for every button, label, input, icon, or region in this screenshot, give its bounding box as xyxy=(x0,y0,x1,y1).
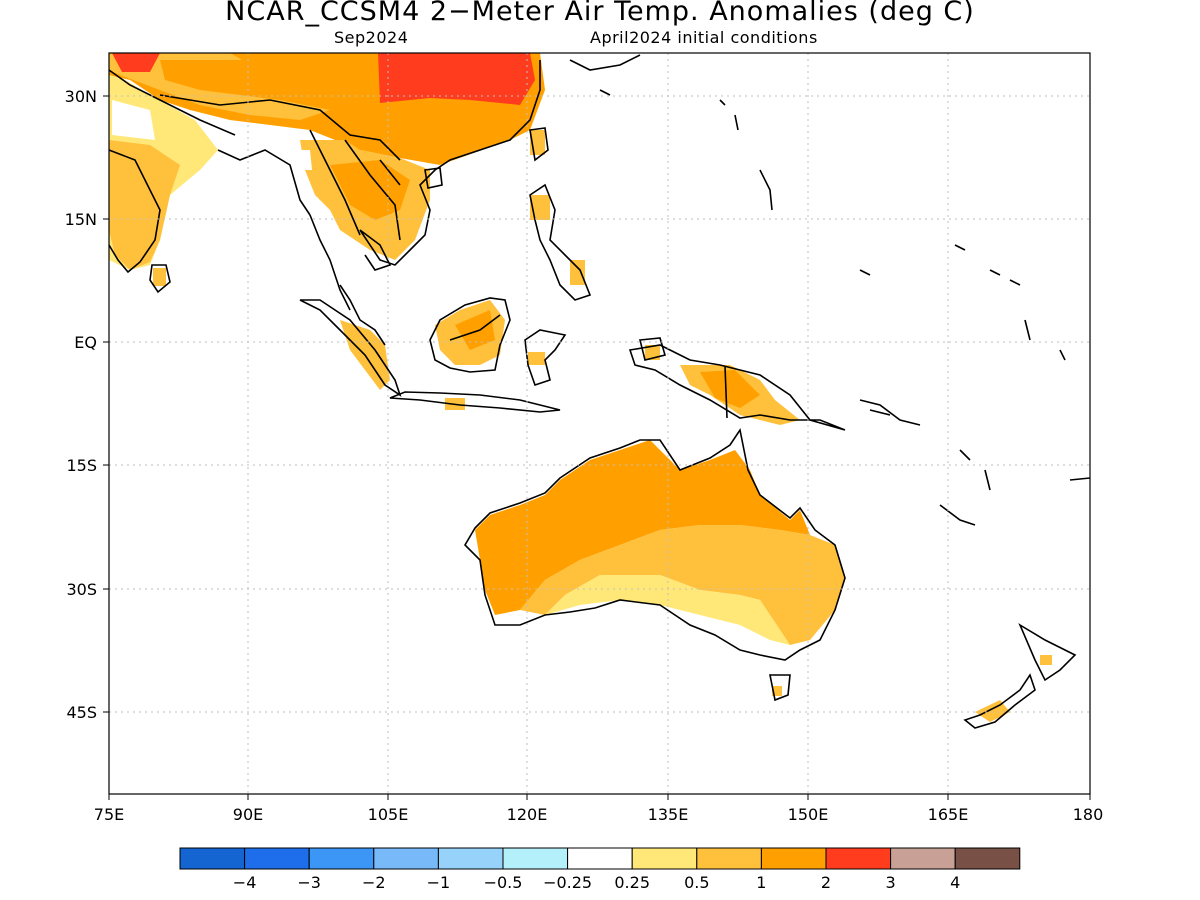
anomaly-shading xyxy=(109,53,1052,722)
india-anomaly-medium xyxy=(109,140,180,270)
borneo-anomaly-orange xyxy=(455,310,495,350)
thailand-gulf xyxy=(359,229,392,271)
lat-label: 30N xyxy=(65,87,97,106)
lon-label: 165E xyxy=(928,805,969,824)
malay-peninsula xyxy=(339,284,386,346)
initial-conditions-label: April2024 initial conditions xyxy=(590,28,818,47)
lat-label: 15N xyxy=(65,210,97,229)
lat-label: 15S xyxy=(66,456,97,475)
sumatra xyxy=(299,299,402,397)
lon-label: 75E xyxy=(94,805,124,824)
valid-month-label: Sep2024 xyxy=(334,28,409,47)
philippines xyxy=(529,183,592,301)
lat-label: 30S xyxy=(66,580,97,599)
colorbar-label: −2 xyxy=(362,873,386,892)
indochina-white-patch xyxy=(290,150,312,170)
colorbar-swatch xyxy=(373,847,439,870)
new-zealand-north-anomaly xyxy=(1040,655,1052,665)
australia-coastline xyxy=(463,427,846,661)
colorbar-label: −3 xyxy=(297,873,321,892)
longitude-labels: 75E 90E 105E 120E 135E 150E 165E 180 xyxy=(94,805,1104,824)
lon-label: 180 xyxy=(1073,805,1104,824)
australia-east-anomaly xyxy=(800,548,840,585)
halmahera xyxy=(638,337,667,361)
new-zealand-anomaly xyxy=(975,700,1010,722)
srilanka-coastline xyxy=(149,264,171,294)
new-zealand-south xyxy=(963,673,1036,729)
colorbar-swatch xyxy=(308,847,375,870)
lon-label: 90E xyxy=(233,805,263,824)
colorbar-label: 4 xyxy=(950,873,960,892)
lat-label: EQ xyxy=(74,333,97,352)
lon-label: 120E xyxy=(507,805,548,824)
lon-label: 105E xyxy=(368,805,409,824)
australia-anomaly-orange xyxy=(475,440,810,615)
philippines-anomaly xyxy=(530,195,550,220)
colorbar-swatch xyxy=(890,847,956,870)
colorbar-label: 0.5 xyxy=(684,873,709,892)
tibet-anomaly-orange xyxy=(160,60,380,110)
indochina-borders xyxy=(309,129,401,241)
colorbar-swatch xyxy=(760,847,827,870)
colorbar-swatch xyxy=(179,847,246,870)
colorbar-label: −0.25 xyxy=(543,873,592,892)
pacific-islets xyxy=(719,99,1066,361)
kazakh-anomaly-red xyxy=(112,53,160,72)
hainan xyxy=(424,167,443,189)
halmahera-anomaly xyxy=(645,345,660,360)
colorbar-swatch xyxy=(954,847,1021,870)
sulawesi-anomaly xyxy=(528,352,545,365)
india-coastline xyxy=(109,149,161,274)
solomon-islands xyxy=(859,399,921,426)
colorbar-swatch xyxy=(696,847,762,870)
colorbar-label: −1 xyxy=(427,873,451,892)
colorbar-label: 1 xyxy=(756,873,766,892)
bay-of-bengal-coast xyxy=(217,149,311,216)
colorbar-label: 3 xyxy=(886,873,896,892)
colorbar-label: 0.25 xyxy=(614,873,650,892)
axis-ticks xyxy=(103,95,1091,800)
coastlines xyxy=(109,54,1090,729)
map-gridlines xyxy=(109,53,1090,794)
mongolia-anomaly-red xyxy=(378,53,535,105)
colorbar: −4 −3 −2 −1 −0.5 −0.25 0.25 0.5 1 2 3 4 xyxy=(179,847,1021,892)
australia-anomaly-medium xyxy=(520,525,845,645)
borneo xyxy=(429,297,511,373)
colorbar-swatch xyxy=(567,847,633,870)
srilanka-anomaly xyxy=(153,268,166,286)
lon-label: 150E xyxy=(788,805,829,824)
india-white-patch xyxy=(112,100,155,140)
sulawesi xyxy=(524,329,567,387)
new-zealand-north xyxy=(1018,623,1077,682)
australia-anomaly-light xyxy=(545,575,790,645)
china-internal-border xyxy=(159,94,401,161)
colorbar-label: −4 xyxy=(233,873,257,892)
new-guinea-border xyxy=(724,365,728,419)
philippines-anomaly-2 xyxy=(570,260,585,285)
java xyxy=(389,391,561,413)
korea-japan-coast xyxy=(569,54,641,96)
latitude-labels: 30N 15N EQ 15S 30S 45S xyxy=(65,87,97,722)
colorbar-label: −0.5 xyxy=(484,873,523,892)
lon-label: 135E xyxy=(648,805,689,824)
colorbar-swatch xyxy=(437,847,504,870)
borneo-border xyxy=(449,314,501,341)
vanuatu-fiji xyxy=(939,449,1090,526)
map-title: NCAR_CCSM4 2−Meter Air Temp. Anomalies (… xyxy=(225,0,975,27)
colorbar-swatch xyxy=(825,847,892,870)
indochina-anomaly-orange xyxy=(330,160,410,220)
colorbar-swatch xyxy=(244,847,310,870)
lat-label: 45S xyxy=(66,703,97,722)
new-guinea-anomaly-orange xyxy=(700,370,760,408)
tasmania xyxy=(769,674,791,702)
taiwan xyxy=(529,127,549,162)
colorbar-label: 2 xyxy=(821,873,831,892)
indochina-coastline xyxy=(309,60,541,311)
colorbar-swatch xyxy=(631,847,698,870)
plot-frame xyxy=(108,52,1091,795)
colorbar-swatch xyxy=(502,847,569,870)
new-guinea xyxy=(628,344,846,431)
india-west-coast xyxy=(109,69,236,136)
